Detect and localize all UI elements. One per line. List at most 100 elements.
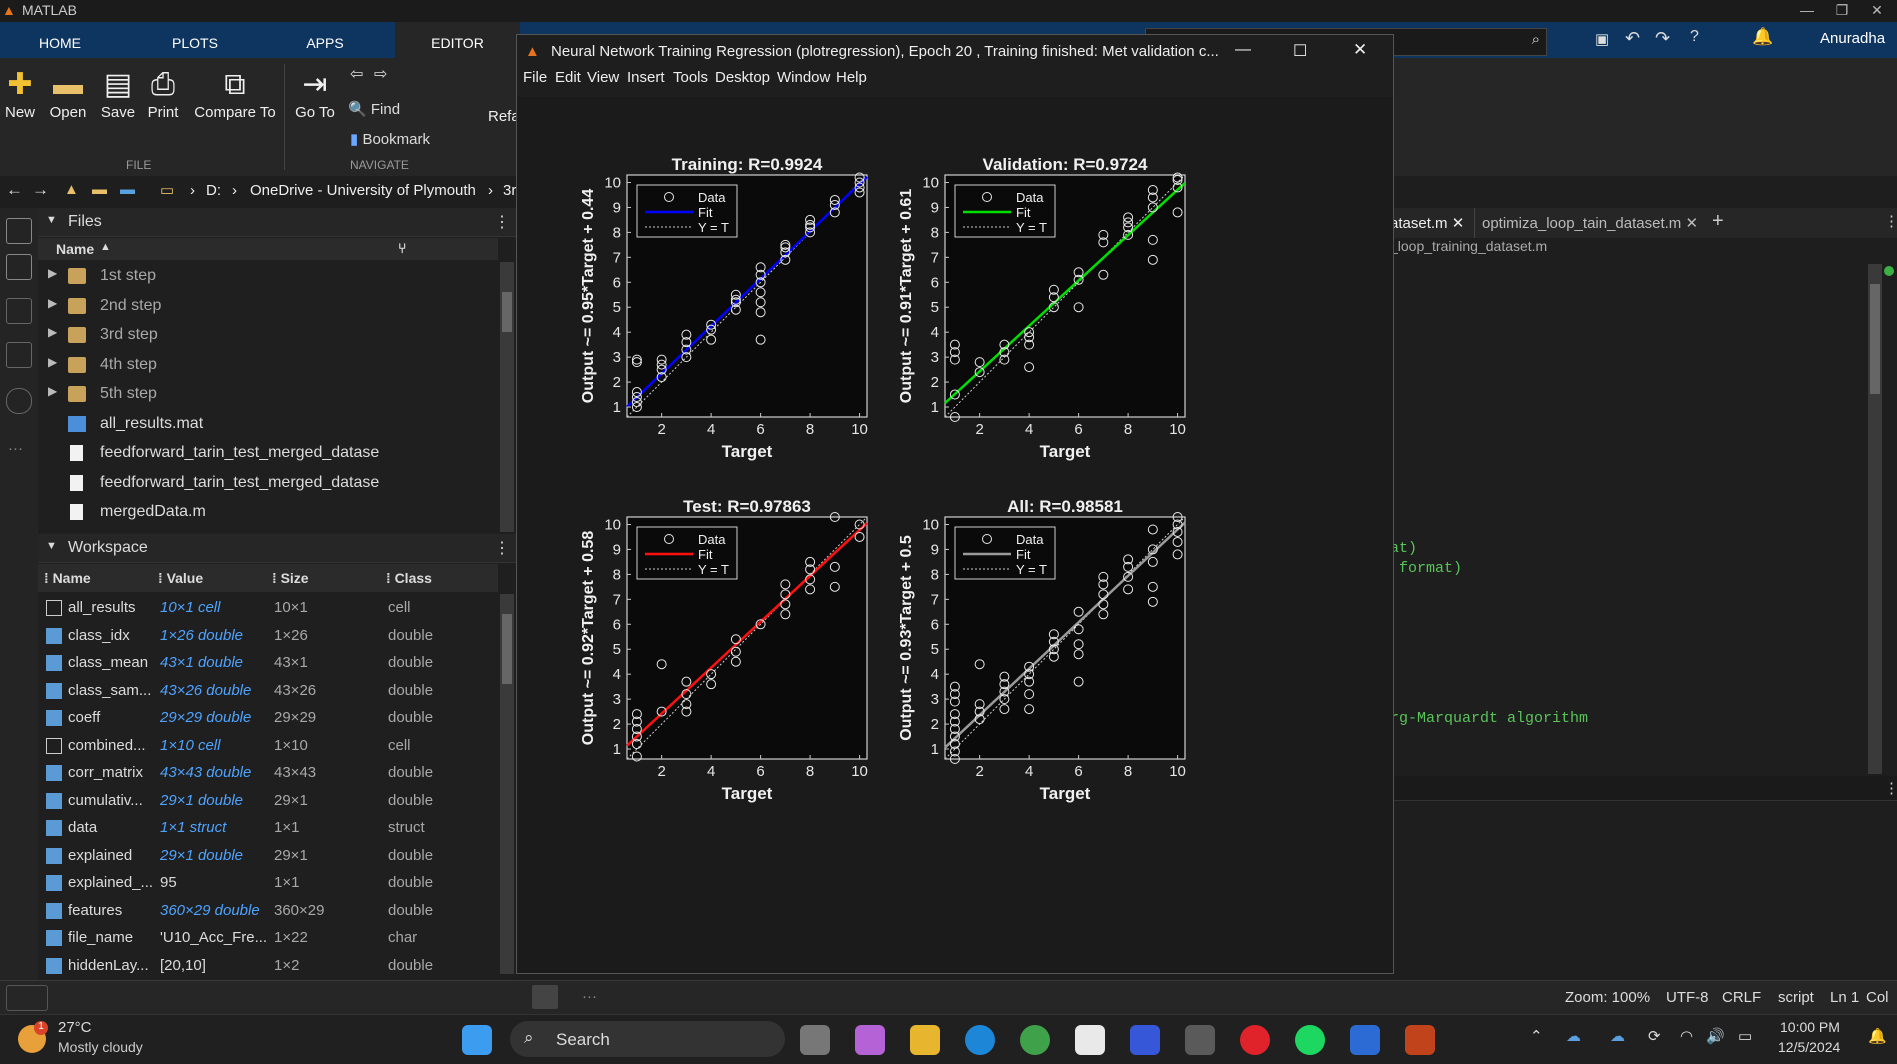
refresh-folder-icon[interactable]: ▬	[120, 181, 135, 198]
volume-icon[interactable]: 🔊	[1706, 1028, 1725, 1045]
bookmark-button[interactable]: ▮ Bookmark	[350, 130, 430, 148]
files-column-header[interactable]: Name ▲ ⑂	[38, 238, 498, 260]
new-tab-icon[interactable]: +	[1712, 210, 1724, 232]
panel-menu-icon[interactable]: ⋮	[494, 214, 510, 231]
workspace-row[interactable]: class_idx 1×26 double 1×26 double	[38, 622, 498, 650]
workspace-row[interactable]: explained 29×1 double 29×1 double	[38, 842, 498, 870]
back-arrow-icon[interactable]: ⇦	[350, 66, 364, 83]
command-window[interactable]: ⋮	[1390, 776, 1897, 980]
onedrive-personal-icon[interactable]: ☁	[1610, 1028, 1625, 1045]
workspace-row[interactable]: combined... 1×10 cell 1×10 cell	[38, 732, 498, 760]
workspace-row[interactable]: class_sam... 43×26 double 43×26 double	[38, 677, 498, 705]
figure-maximize-icon[interactable]: ☐	[1293, 43, 1308, 60]
tab-plots[interactable]: PLOTS	[172, 35, 218, 51]
project-icon[interactable]	[6, 342, 32, 368]
editor-scrollbar[interactable]	[1868, 264, 1882, 774]
workspace-panel-icon[interactable]	[6, 254, 32, 280]
task-view-icon[interactable]	[800, 1025, 830, 1055]
find-button[interactable]: 🔍 Find	[348, 100, 400, 118]
chrome-icon[interactable]	[1020, 1025, 1050, 1055]
battery-icon[interactable]: ▭	[1738, 1028, 1753, 1045]
matlab-taskbar-icon[interactable]	[1405, 1025, 1435, 1055]
col-class-header[interactable]: ⁞ Class	[386, 570, 432, 586]
file-list-item[interactable]: ▶ 4th step	[38, 351, 498, 380]
collapse-icon[interactable]: ▼	[46, 214, 57, 226]
addons-icon[interactable]	[6, 388, 32, 414]
tray-overflow-icon[interactable]: ⌃	[1530, 1028, 1543, 1045]
tab-apps[interactable]: APPS	[306, 35, 344, 51]
figure-minimize-icon[interactable]: —	[1235, 41, 1251, 58]
workspace-row[interactable]: coeff 29×29 double 29×29 double	[38, 704, 498, 732]
tab-home[interactable]: HOME	[39, 35, 81, 51]
browse-folder-icon[interactable]: ▬	[92, 181, 107, 198]
workspace-row[interactable]: explained_... 95 1×1 double	[38, 869, 498, 897]
menu-insert[interactable]: Insert	[627, 69, 665, 86]
clock-date[interactable]: 12/5/2024	[1778, 1039, 1841, 1055]
files-scroll-thumb[interactable]	[502, 292, 512, 332]
editor-tab-1[interactable]: ataset.m ✕	[1390, 214, 1464, 232]
breadcrumb-subfolder[interactable]: 3r	[503, 182, 517, 199]
notification-icon[interactable]: 🔔	[1868, 1028, 1887, 1045]
files-panel-icon[interactable]	[6, 218, 32, 244]
new-button[interactable]: ✚ New	[2, 66, 38, 121]
command-menu-icon[interactable]: ⋮	[1884, 780, 1897, 797]
menu-file[interactable]: File	[523, 69, 548, 86]
workspace-row[interactable]: features 360×29 double 360×29 double	[38, 897, 498, 925]
breadcrumb-drive[interactable]: D:	[206, 182, 221, 199]
history-icon[interactable]	[6, 298, 32, 324]
windows-start-icon[interactable]	[462, 1025, 492, 1055]
menu-edit[interactable]: Edit	[555, 69, 581, 86]
workspace-row[interactable]: class_mean 43×1 double 43×1 double	[38, 649, 498, 677]
word-icon[interactable]	[1350, 1025, 1380, 1055]
layout-toggle-icon[interactable]	[6, 985, 48, 1011]
user-name[interactable]: Anuradha	[1820, 30, 1886, 47]
sync-icon[interactable]: ⟳	[1648, 1028, 1661, 1045]
minimize-icon[interactable]: —	[1800, 2, 1814, 18]
col-name-header[interactable]: ⁞ Name	[44, 570, 91, 586]
code-editor[interactable]: _loop_training_dataset.m at) format) rg-…	[1390, 238, 1897, 776]
file-explorer-icon[interactable]	[910, 1025, 940, 1055]
files-scrollbar[interactable]	[500, 262, 514, 532]
app-icon[interactable]	[1185, 1025, 1215, 1055]
close-tab-icon[interactable]: ✕	[1451, 215, 1465, 232]
file-list-item[interactable]: feedforward_tarin_test_merged_datase	[38, 469, 498, 498]
editor-scroll-thumb[interactable]	[1870, 284, 1880, 394]
close-tab-icon[interactable]: ✕	[1685, 215, 1699, 232]
breadcrumb-folder[interactable]: OneDrive - University of Plymouth	[250, 182, 476, 199]
save-button[interactable]: ▤ Save	[98, 66, 138, 121]
store-icon[interactable]	[1075, 1025, 1105, 1055]
workspace-row[interactable]: hiddenLay... [20,10] 1×2 double	[38, 952, 498, 980]
restore-icon[interactable]: ❐	[1835, 2, 1849, 18]
close-icon[interactable]: ✕	[1871, 2, 1883, 18]
file-list-item[interactable]: feedforward_tarin_test_merged_datase	[38, 439, 498, 468]
save-quick-icon[interactable]: ▣	[1595, 31, 1610, 48]
expand-icon[interactable]: ▶	[48, 295, 58, 310]
refactor-button[interactable]: Refa	[488, 108, 518, 125]
expand-icon[interactable]: ▶	[48, 354, 58, 369]
copilot-icon[interactable]	[855, 1025, 885, 1055]
expand-icon[interactable]: ▶	[48, 325, 58, 339]
figure-close-icon[interactable]: ✕	[1353, 40, 1368, 59]
workspace-row[interactable]: data 1×1 struct 1×1 struct	[38, 814, 498, 842]
taskbar-search[interactable]: ⌕ Search	[510, 1021, 785, 1057]
workspace-row[interactable]: cumulativ... 29×1 double 29×1 double	[38, 787, 498, 815]
menu-help[interactable]: Help	[836, 69, 867, 86]
edge-icon[interactable]	[965, 1025, 995, 1055]
tab-editor[interactable]: EDITOR	[395, 22, 520, 58]
code-analyzer-indicator-icon[interactable]	[1884, 266, 1894, 276]
menu-window[interactable]: Window	[777, 69, 831, 86]
workspace-scrollbar[interactable]	[500, 594, 514, 974]
expand-icon[interactable]: ▶	[48, 266, 58, 280]
command-history-icon[interactable]	[532, 985, 558, 1009]
git-icon[interactable]: ⑂	[398, 240, 407, 256]
file-list-item[interactable]: all_results.mat	[38, 410, 498, 439]
file-list-item[interactable]: ▶ 5th step	[38, 380, 498, 409]
workspace-scroll-thumb[interactable]	[502, 614, 512, 684]
wifi-icon[interactable]: ◠	[1680, 1028, 1694, 1045]
forward-icon[interactable]: →	[32, 180, 49, 199]
opera-icon[interactable]	[1240, 1025, 1270, 1055]
file-list-item[interactable]: ▶ 2nd step	[38, 292, 498, 321]
help-icon[interactable]: ?	[1690, 28, 1699, 45]
onedrive-icon[interactable]: ☁	[1566, 1028, 1581, 1045]
goto-button[interactable]: ⇥ Go To	[292, 66, 338, 121]
